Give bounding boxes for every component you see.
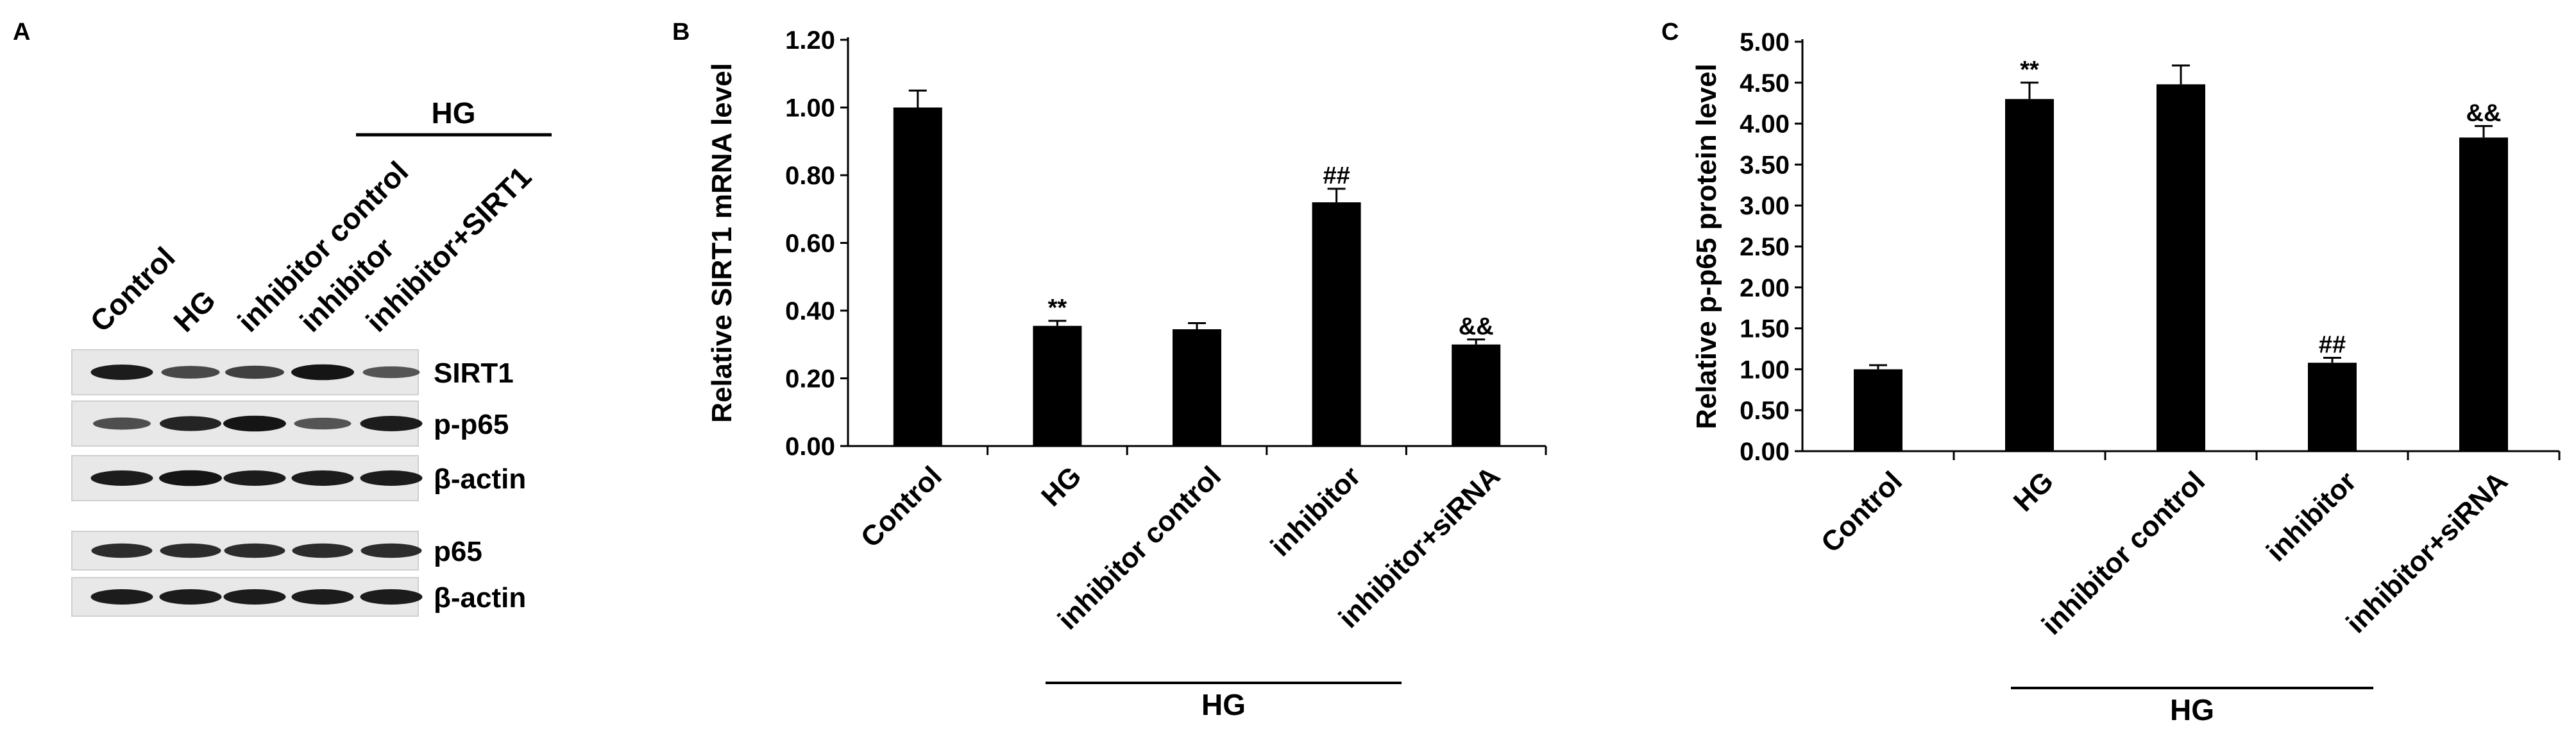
significance-label: ## xyxy=(1323,162,1350,189)
y-tick-label: 3.50 xyxy=(1740,151,1790,179)
sirt1-mrna-chart: B Relative SIRT1 mRNA level 0.00 0.20 0.40 0.… xyxy=(672,19,1547,721)
blot-band xyxy=(223,470,286,486)
blot-row-label: SIRT1 xyxy=(434,357,514,389)
y-axis-label: Relative SIRT1 mRNA level xyxy=(706,63,738,423)
blot-band xyxy=(360,589,423,605)
bar xyxy=(2005,99,2054,451)
y-tick-label: 0.80 xyxy=(785,162,835,190)
blot-row xyxy=(71,531,422,571)
y-tick-label: 4.00 xyxy=(1740,110,1790,139)
category-label: HG xyxy=(2008,465,2060,517)
p-p65-protein-chart: C Relative p-p65 protein level 0.00 0.50 1.0… xyxy=(1661,19,2561,727)
lane-label: HG xyxy=(167,284,222,339)
blot-band xyxy=(223,415,286,432)
blot-band xyxy=(294,417,352,430)
panel-letter: B xyxy=(672,19,690,46)
significance-label: ## xyxy=(2319,332,2346,359)
panel-letter: A xyxy=(13,19,30,46)
significance-label: && xyxy=(2466,99,2502,126)
bar xyxy=(1033,325,1082,446)
y-tick-label: 1.20 xyxy=(785,26,835,55)
y-tick-label: 0.00 xyxy=(785,433,835,461)
blot-band xyxy=(360,416,423,431)
y-tick-label: 2.00 xyxy=(1740,274,1790,302)
significance-label: ** xyxy=(2020,56,2039,83)
hg-group-label: HG xyxy=(2170,693,2214,727)
blot-row xyxy=(71,400,423,447)
bar xyxy=(893,107,942,446)
blot-band xyxy=(292,543,353,558)
y-tick-label: 5.00 xyxy=(1740,28,1790,56)
blot-band xyxy=(90,470,153,486)
blot-row-label: p-p65 xyxy=(434,409,509,440)
blot-band xyxy=(93,417,151,430)
bar xyxy=(1312,202,1361,446)
blot-band xyxy=(362,366,420,379)
y-tick-label: 0.00 xyxy=(1740,438,1790,466)
blot-band xyxy=(91,543,153,558)
hg-group-label: HG xyxy=(432,96,476,130)
bar xyxy=(1854,369,1902,451)
category-label: inhibitor xyxy=(2260,465,2362,567)
blot-band xyxy=(90,365,153,380)
blot-band xyxy=(360,543,422,558)
blot-band xyxy=(224,543,285,558)
y-tick-label: 2.50 xyxy=(1740,233,1790,261)
y-tick-label: 0.50 xyxy=(1740,397,1790,425)
category-label: inhibitor xyxy=(1265,460,1367,562)
blot-band xyxy=(291,364,354,381)
category-label: HG xyxy=(1035,460,1087,512)
bar xyxy=(1452,344,1501,446)
blot-band xyxy=(360,470,423,486)
bar xyxy=(2308,363,2357,451)
category-label: inhibitor control xyxy=(2036,465,2211,641)
category-label: inhibitor+siRNA xyxy=(2340,465,2514,639)
blot-band xyxy=(160,543,221,558)
blot-row xyxy=(71,455,423,501)
bar xyxy=(2459,137,2508,452)
y-axis-label: Relative p-p65 protein level xyxy=(1691,64,1722,429)
category-label: Control xyxy=(1815,465,1908,558)
blot-band xyxy=(159,589,222,605)
blot-band xyxy=(160,416,221,431)
bar xyxy=(1173,329,1221,446)
blot-band xyxy=(291,589,354,605)
blot-row-label: p65 xyxy=(434,536,482,567)
y-tick-label: 1.00 xyxy=(1740,356,1790,384)
panel-letter: C xyxy=(1661,19,1679,46)
y-tick-label: 1.00 xyxy=(785,94,835,123)
y-tick-label: 0.20 xyxy=(785,365,835,393)
y-tick-label: 0.40 xyxy=(785,297,835,325)
blot-band xyxy=(225,365,284,379)
category-label: Control xyxy=(855,460,948,553)
blot-row xyxy=(71,349,420,395)
y-tick-label: 4.50 xyxy=(1740,69,1790,98)
blot-row-label: β-actin xyxy=(434,463,526,495)
blot-band xyxy=(159,470,222,486)
y-tick-label: 3.00 xyxy=(1740,192,1790,220)
blot-band xyxy=(161,366,220,379)
blot-band xyxy=(291,470,354,486)
significance-label: ** xyxy=(1048,295,1067,322)
y-tick-label: 0.60 xyxy=(785,230,835,258)
blot-row xyxy=(71,577,423,617)
bar xyxy=(2157,84,2205,452)
hg-group-label: HG xyxy=(1201,688,1246,721)
significance-label: && xyxy=(1459,313,1494,340)
blot-band xyxy=(223,589,286,605)
blot-row-label: β-actin xyxy=(434,582,526,614)
blot-band xyxy=(90,589,153,605)
lane-label: Control xyxy=(83,241,181,338)
y-tick-label: 1.50 xyxy=(1740,315,1790,343)
